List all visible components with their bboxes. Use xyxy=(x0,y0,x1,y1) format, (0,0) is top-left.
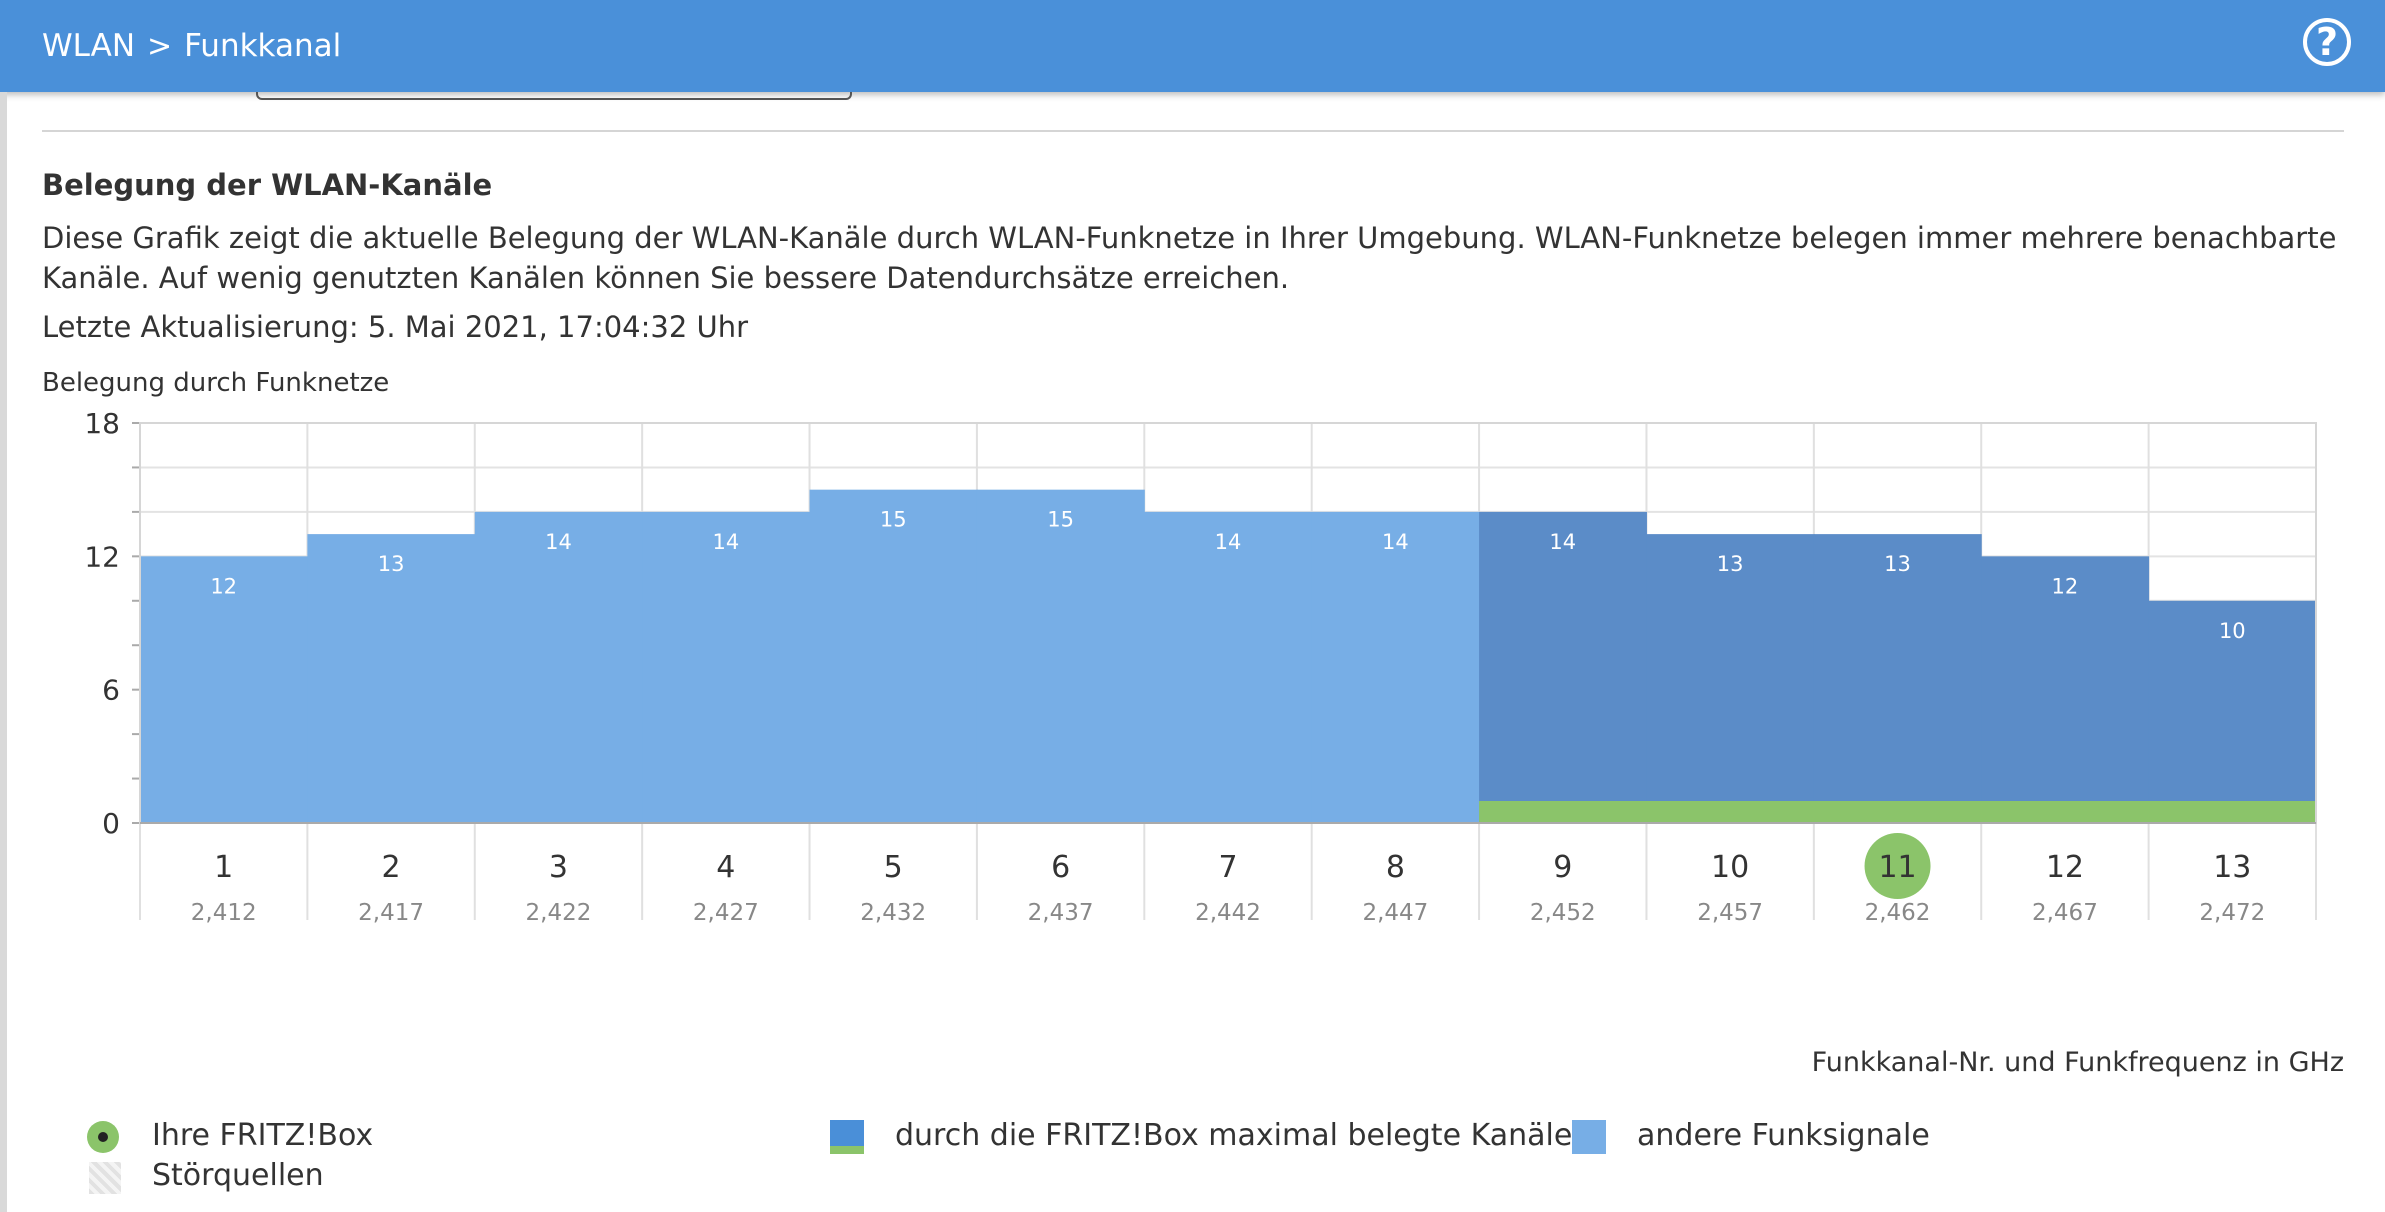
x-frequency-label: 2,457 xyxy=(1697,900,1763,926)
x-frequency-label: 2,437 xyxy=(1028,900,1094,926)
scrolled-select-field[interactable] xyxy=(256,92,852,100)
y-tick-label: 12 xyxy=(84,540,120,573)
bar-channel-9 xyxy=(1479,511,1647,823)
bar-channel-11 xyxy=(1813,534,1982,823)
legend-fritzbox-channels: durch die FRITZ!Box maximal belegte Kanä… xyxy=(895,1118,1573,1153)
bar-channel-3 xyxy=(474,511,643,823)
bar-channel-2 xyxy=(307,534,476,823)
x-channel-label: 6 xyxy=(1051,850,1070,885)
x-frequency-label: 2,467 xyxy=(2032,900,2098,926)
bar-value-label: 12 xyxy=(210,574,237,598)
bar-channel-5 xyxy=(809,489,978,823)
divider xyxy=(42,130,2344,132)
x-channel-label: 11 xyxy=(1878,850,1916,885)
x-channel-label: 8 xyxy=(1386,850,1405,885)
x-channel-label: 5 xyxy=(884,850,903,885)
bar-value-label: 13 xyxy=(378,552,405,576)
x-channel-label: 13 xyxy=(2213,850,2251,885)
bar-channel-1 xyxy=(140,556,308,823)
bar-channel-6 xyxy=(976,489,1145,823)
x-frequency-label: 2,442 xyxy=(1195,900,1261,926)
interference-swatch-icon xyxy=(89,1162,121,1194)
x-frequency-label: 2,427 xyxy=(693,900,759,926)
x-frequency-label: 2,462 xyxy=(1865,900,1931,926)
left-border xyxy=(0,92,7,1212)
bar-value-label: 10 xyxy=(2219,619,2246,643)
bar-value-label: 14 xyxy=(1382,530,1409,554)
bar-channel-12 xyxy=(1981,556,2150,823)
fritzbox-channels-swatch-icon xyxy=(830,1120,864,1154)
x-channel-label: 3 xyxy=(549,850,568,885)
bar-value-label: 15 xyxy=(1047,508,1074,532)
section-title: Belegung der WLAN-Kanäle xyxy=(42,168,493,202)
bar-value-label: 14 xyxy=(712,530,739,554)
bar-channel-13 xyxy=(2148,600,2317,823)
bar-channel-4 xyxy=(642,511,811,823)
x-frequency-label: 2,422 xyxy=(526,900,592,926)
bar-value-label: 15 xyxy=(880,508,907,532)
fritzbox-occupancy-band xyxy=(1479,801,2316,823)
legend-own-fritzbox: Ihre FRITZ!Box xyxy=(152,1118,374,1153)
x-channel-label: 1 xyxy=(214,850,233,885)
bar-value-label: 14 xyxy=(1549,530,1576,554)
chart-x-axis-label: Funkkanal-Nr. und Funkfrequenz in GHz xyxy=(1811,1047,2344,1078)
breadcrumb-current: Funkkanal xyxy=(184,28,342,64)
bar-value-label: 14 xyxy=(545,530,572,554)
x-frequency-label: 2,472 xyxy=(2199,900,2265,926)
x-channel-label: 4 xyxy=(716,850,735,885)
bar-value-label: 12 xyxy=(2052,574,2079,598)
other-signals-swatch-icon xyxy=(1572,1120,1606,1154)
breadcrumb-wlan-link[interactable]: WLAN xyxy=(42,28,136,64)
channel-occupancy-chart: 0 6 12 18 12 13 14 14 15 15 14 14 14 13 13 12 10 1 2,412 2 2… xyxy=(84,407,2317,926)
y-tick-label: 0 xyxy=(102,807,120,840)
y-tick-label: 6 xyxy=(102,674,120,707)
header-bar: WLAN > Funkkanal ? xyxy=(0,0,2385,92)
bar-value-label: 14 xyxy=(1215,530,1242,554)
x-frequency-label: 2,417 xyxy=(358,900,424,926)
legend-other-signals: andere Funksignale xyxy=(1637,1118,1930,1153)
x-channel-label: 2 xyxy=(382,850,401,885)
own-channel-marker xyxy=(1864,833,1931,899)
fritzbox-dot-icon xyxy=(87,1121,119,1153)
x-channel-label: 9 xyxy=(1553,850,1572,885)
bar-channel-8 xyxy=(1311,511,1480,823)
legend-interference: Störquellen xyxy=(152,1158,324,1193)
breadcrumb: WLAN > Funkkanal xyxy=(42,28,341,64)
section-description: Diese Grafik zeigt die aktuelle Belegung… xyxy=(42,221,2337,295)
x-frequency-label: 2,452 xyxy=(1530,900,1596,926)
bar-channel-7 xyxy=(1144,511,1313,823)
bar-channel-10 xyxy=(1646,534,1815,823)
chart-y-axis-label: Belegung durch Funknetze xyxy=(42,368,390,398)
x-channel-label: 12 xyxy=(2046,850,2084,885)
bar-value-label: 13 xyxy=(1717,552,1744,576)
help-icon[interactable]: ? xyxy=(2303,18,2351,66)
x-frequency-label: 2,447 xyxy=(1362,900,1428,926)
x-frequency-label: 2,432 xyxy=(860,900,926,926)
last-update-text: Letzte Aktualisierung: 5. Mai 2021, 17:0… xyxy=(42,310,749,344)
x-channel-label: 7 xyxy=(1218,850,1237,885)
bar-value-label: 13 xyxy=(1884,552,1911,576)
chevron-right-icon: > xyxy=(147,28,173,64)
x-channel-label: 10 xyxy=(1711,850,1749,885)
x-frequency-label: 2,412 xyxy=(191,900,257,926)
y-tick-label: 18 xyxy=(84,407,120,440)
